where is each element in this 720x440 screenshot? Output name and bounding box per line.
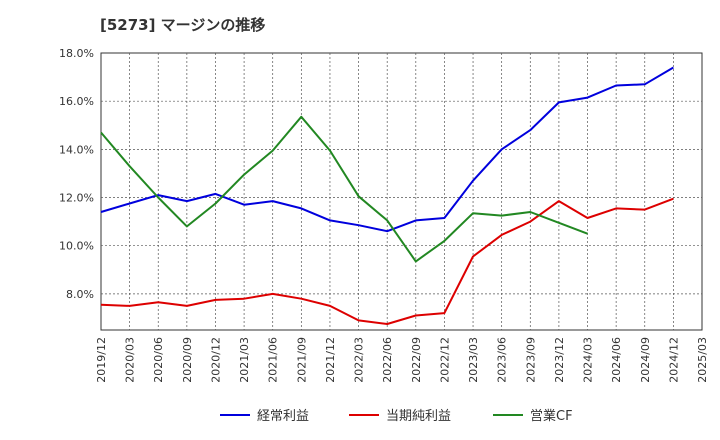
x-tick-label: 2022/09 xyxy=(410,337,423,383)
y-tick-label: 16.0% xyxy=(59,95,94,108)
x-tick-label: 2023/03 xyxy=(467,337,480,383)
x-tick-label: 2024/12 xyxy=(667,337,680,383)
x-tick-label: 2019/12 xyxy=(95,337,108,383)
x-tick-label: 2020/03 xyxy=(124,337,137,383)
x-axis: 2019/12 2020/03 2020/06 2020/09 2020/12 2021/… xyxy=(95,337,709,383)
x-tick-label: 2022/06 xyxy=(381,337,394,383)
x-tick-label: 2020/09 xyxy=(181,337,194,383)
x-tick-label: 2022/03 xyxy=(353,337,366,383)
plot-area-border xyxy=(100,52,703,331)
x-tick-label: 2020/12 xyxy=(209,337,222,383)
chart-title: [5273] マージンの推移 xyxy=(100,16,266,34)
x-tick-label: 2025/03 xyxy=(696,337,709,383)
x-tick-label: 2021/03 xyxy=(238,337,251,383)
x-tick-label: 2020/06 xyxy=(152,337,165,383)
legend: 経常利益 当期純利益 営業CF xyxy=(220,408,573,424)
x-tick-label: 2022/12 xyxy=(438,337,451,383)
grid xyxy=(101,53,702,330)
y-tick-label: 8.0% xyxy=(66,288,94,301)
x-tick-label: 2023/06 xyxy=(496,337,509,383)
series-line-2 xyxy=(100,197,674,325)
legend-label-2: 当期純利益 xyxy=(386,409,451,424)
series-line-1 xyxy=(100,66,674,233)
series-line-3 xyxy=(100,115,588,263)
series-lines xyxy=(100,66,674,325)
legend-label-1: 経常利益 xyxy=(257,409,309,424)
x-tick-label: 2021/06 xyxy=(267,337,280,383)
x-tick-label: 2024/03 xyxy=(582,337,595,383)
y-tick-label: 14.0% xyxy=(59,143,94,156)
legend-label-3: 営業CF xyxy=(530,408,573,424)
x-tick-label: 2023/12 xyxy=(553,337,566,383)
y-tick-label: 18.0% xyxy=(59,47,94,60)
x-tick-label: 2023/09 xyxy=(524,337,537,383)
y-tick-label: 10.0% xyxy=(59,240,94,253)
y-tick-label: 12.0% xyxy=(59,192,94,205)
x-tick-label: 2024/06 xyxy=(610,337,623,383)
y-axis: 8.0% 10.0% 12.0% 14.0% 16.0% 18.0% xyxy=(59,47,94,301)
x-tick-label: 2024/09 xyxy=(639,337,652,383)
x-tick-label: 2021/09 xyxy=(295,337,308,383)
x-tick-label: 2021/12 xyxy=(324,337,337,383)
